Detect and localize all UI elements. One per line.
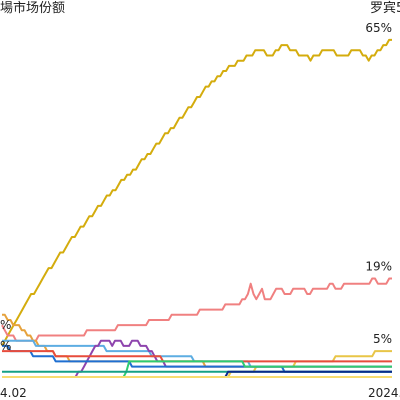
start-value-label-1: % xyxy=(0,318,11,332)
end-value-label-2: 5% xyxy=(373,332,392,346)
end-value-label-0: 65% xyxy=(365,21,392,35)
series-line-2 xyxy=(2,350,392,378)
end-value-label-1: 19% xyxy=(365,259,392,273)
x-tick-label-start: 4.02 xyxy=(0,386,27,400)
series-layer xyxy=(1,38,392,378)
x-tick-label-end: 2024. xyxy=(368,386,400,400)
series-line-4 xyxy=(2,339,392,368)
series-line-1 xyxy=(1,277,392,342)
chart-title-right: 罗宾5 xyxy=(370,0,400,16)
start-value-label-0: % xyxy=(0,339,11,353)
series-line-0 xyxy=(1,38,392,347)
series-line-8 xyxy=(2,360,392,378)
label-layer: 65%% 19%% 5% xyxy=(0,21,392,353)
chart-title-left: 場市场份额 xyxy=(0,0,65,16)
